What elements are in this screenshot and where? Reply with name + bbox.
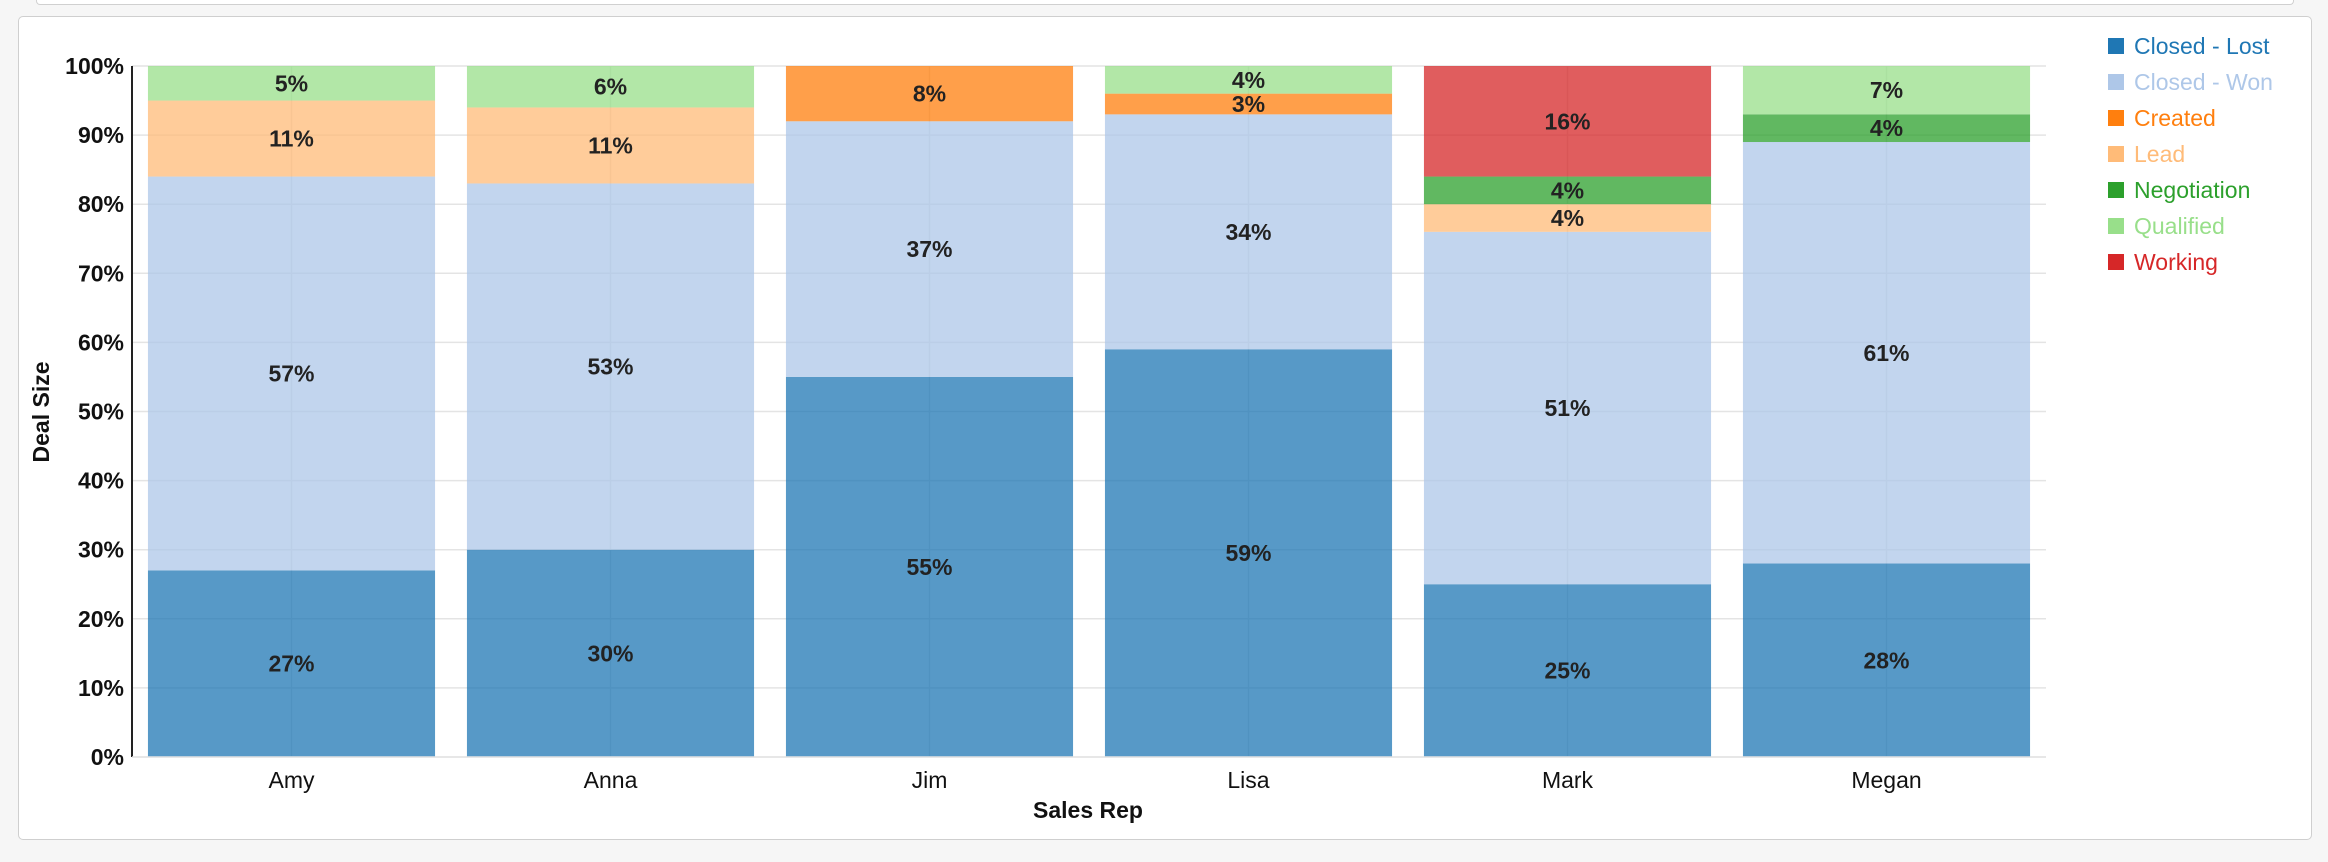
top-panel-edge <box>36 0 2294 5</box>
bar-data-label: 55% <box>906 554 952 580</box>
bar-segment[interactable] <box>785 121 1074 377</box>
bar-segment[interactable] <box>147 176 436 571</box>
legend-label[interactable]: Working <box>2134 249 2218 275</box>
y-tick-label: 10% <box>78 675 124 701</box>
bar-data-label: 4% <box>1551 177 1584 203</box>
legend-label[interactable]: Created <box>2134 105 2216 131</box>
y-tick-label: 100% <box>65 53 124 79</box>
bar-segment[interactable] <box>785 376 1074 757</box>
y-axis-title: Deal Size <box>28 362 54 463</box>
bar-segment[interactable] <box>1423 66 1712 177</box>
x-tick-label: Anna <box>584 767 638 793</box>
legend-label[interactable]: Closed - Lost <box>2134 33 2270 59</box>
bar-data-label: 59% <box>1225 540 1271 566</box>
y-tick-label: 60% <box>78 329 124 355</box>
bar-segment[interactable] <box>1742 142 2031 564</box>
bar-segment[interactable] <box>1104 66 1393 94</box>
x-tick-label: Mark <box>1542 767 1594 793</box>
x-tick-label: Megan <box>1851 767 1921 793</box>
bar-segment[interactable] <box>147 570 436 757</box>
legend-swatch[interactable] <box>2108 218 2124 234</box>
bar-data-label: 28% <box>1863 647 1909 673</box>
data-labels: 27%57%11%5%30%53%11%6%55%37%8%59%34%3%4%… <box>268 67 1909 684</box>
bar-data-label: 4% <box>1232 67 1265 93</box>
y-tick-label: 80% <box>78 191 124 217</box>
bar-data-label: 5% <box>275 70 308 96</box>
bar-data-label: 7% <box>1870 77 1903 103</box>
bar-segment[interactable] <box>147 100 436 177</box>
bar-data-label: 11% <box>269 126 314 152</box>
bar-data-label: 8% <box>913 81 946 107</box>
bar-data-label: 4% <box>1870 115 1903 141</box>
legend: Closed - Lost Closed - Won Created Lead Nego… <box>2108 33 2273 275</box>
x-tick-label: Jim <box>912 767 948 793</box>
bar-segment[interactable] <box>466 549 755 757</box>
y-tick-label: 30% <box>78 537 124 563</box>
bar-data-label: 16% <box>1544 108 1590 134</box>
bar-data-label: 11% <box>588 132 633 158</box>
legend-label[interactable]: Negotiation <box>2134 177 2250 203</box>
axes: 0% 10% 20% 30% 40% 50% 60% 70% 80% 90% 100% Amy Anna… <box>65 53 2046 793</box>
bar-segment[interactable] <box>1423 204 1712 232</box>
bar-data-label: 27% <box>268 651 314 677</box>
x-axis-title: Sales Rep <box>1033 797 1143 823</box>
bar-data-label: 61% <box>1863 340 1909 366</box>
bar-data-label: 6% <box>594 74 627 100</box>
bar-segment[interactable] <box>1104 114 1393 350</box>
legend-swatch[interactable] <box>2108 254 2124 270</box>
y-tick-label: 90% <box>78 122 124 148</box>
legend-label[interactable]: Lead <box>2134 141 2185 167</box>
bar-segment[interactable] <box>466 107 755 184</box>
legend-label[interactable]: Qualified <box>2134 213 2225 239</box>
bar-data-label: 57% <box>268 360 314 386</box>
bar-segment[interactable] <box>466 66 755 108</box>
bar-data-label: 53% <box>587 354 633 380</box>
bar-segment[interactable] <box>1742 563 2031 757</box>
bar-segment[interactable] <box>1742 114 2031 143</box>
bar-segment[interactable] <box>1423 584 1712 757</box>
bar-data-label: 30% <box>587 640 633 666</box>
legend-label[interactable]: Closed - Won <box>2134 69 2273 95</box>
bar-data-label: 34% <box>1225 219 1271 245</box>
bar-data-label: 3% <box>1232 91 1265 117</box>
bar-segment[interactable] <box>1742 66 2031 115</box>
y-tick-label: 70% <box>78 260 124 286</box>
x-tick-label: Amy <box>269 767 316 793</box>
bar-data-label: 37% <box>906 236 952 262</box>
legend-swatch[interactable] <box>2108 146 2124 162</box>
bar-data-label: 4% <box>1551 205 1584 231</box>
y-tick-label: 20% <box>78 606 124 632</box>
bar-data-label: 51% <box>1544 395 1590 421</box>
bar-segment[interactable] <box>1104 349 1393 757</box>
legend-swatch[interactable] <box>2108 38 2124 54</box>
y-tick-label: 0% <box>91 744 124 770</box>
bar-segment[interactable] <box>1423 176 1712 205</box>
y-tick-label: 40% <box>78 468 124 494</box>
bar-segment[interactable] <box>1423 231 1712 585</box>
bar-segment[interactable] <box>466 183 755 550</box>
bar-segment[interactable] <box>785 66 1074 122</box>
bar-segment[interactable] <box>1104 93 1393 115</box>
x-tick-label: Lisa <box>1227 767 1269 793</box>
legend-swatch[interactable] <box>2108 74 2124 90</box>
y-tick-label: 50% <box>78 399 124 425</box>
bar-data-label: 25% <box>1544 658 1590 684</box>
legend-swatch[interactable] <box>2108 182 2124 198</box>
bar-segment[interactable] <box>147 66 436 101</box>
legend-swatch[interactable] <box>2108 110 2124 126</box>
bars <box>147 66 2031 757</box>
